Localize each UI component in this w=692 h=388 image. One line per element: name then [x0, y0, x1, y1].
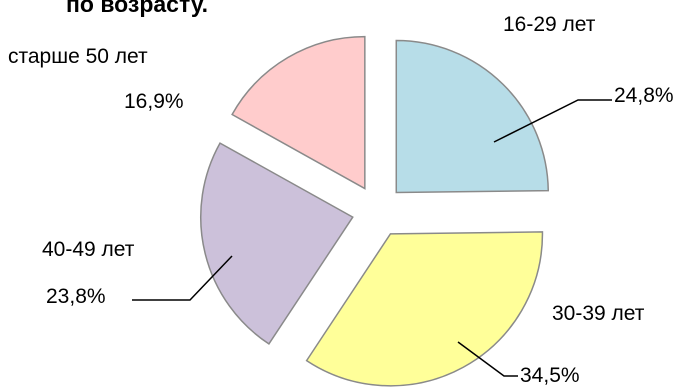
value-label-30-39: 34,5% — [520, 364, 580, 387]
pie-slice-30-39 — [305, 231, 544, 387]
leader-line-40-49 — [132, 255, 233, 301]
leader-line-16-29 — [493, 99, 612, 143]
pie-slice-40-49 — [199, 142, 354, 345]
category-label-30-39: 30-39 лет — [552, 302, 645, 325]
pie-slice-50-plus — [231, 35, 366, 190]
category-label-40-49: 40-49 лет — [42, 238, 135, 261]
chart-title: по возрасту. — [66, 0, 208, 17]
value-label-40-49: 23,8% — [46, 285, 106, 308]
value-label-16-29: 24,8% — [614, 84, 674, 107]
pie-slices — [199, 35, 550, 387]
value-label-50-plus: 16,9% — [124, 90, 184, 113]
leader-line-30-39 — [457, 341, 518, 377]
leader-lines — [132, 99, 612, 377]
pie-slice-16-29 — [395, 39, 550, 194]
category-label-16-29: 16-29 лет — [503, 13, 596, 36]
category-label-50-plus: старше 50 лет — [8, 45, 148, 68]
